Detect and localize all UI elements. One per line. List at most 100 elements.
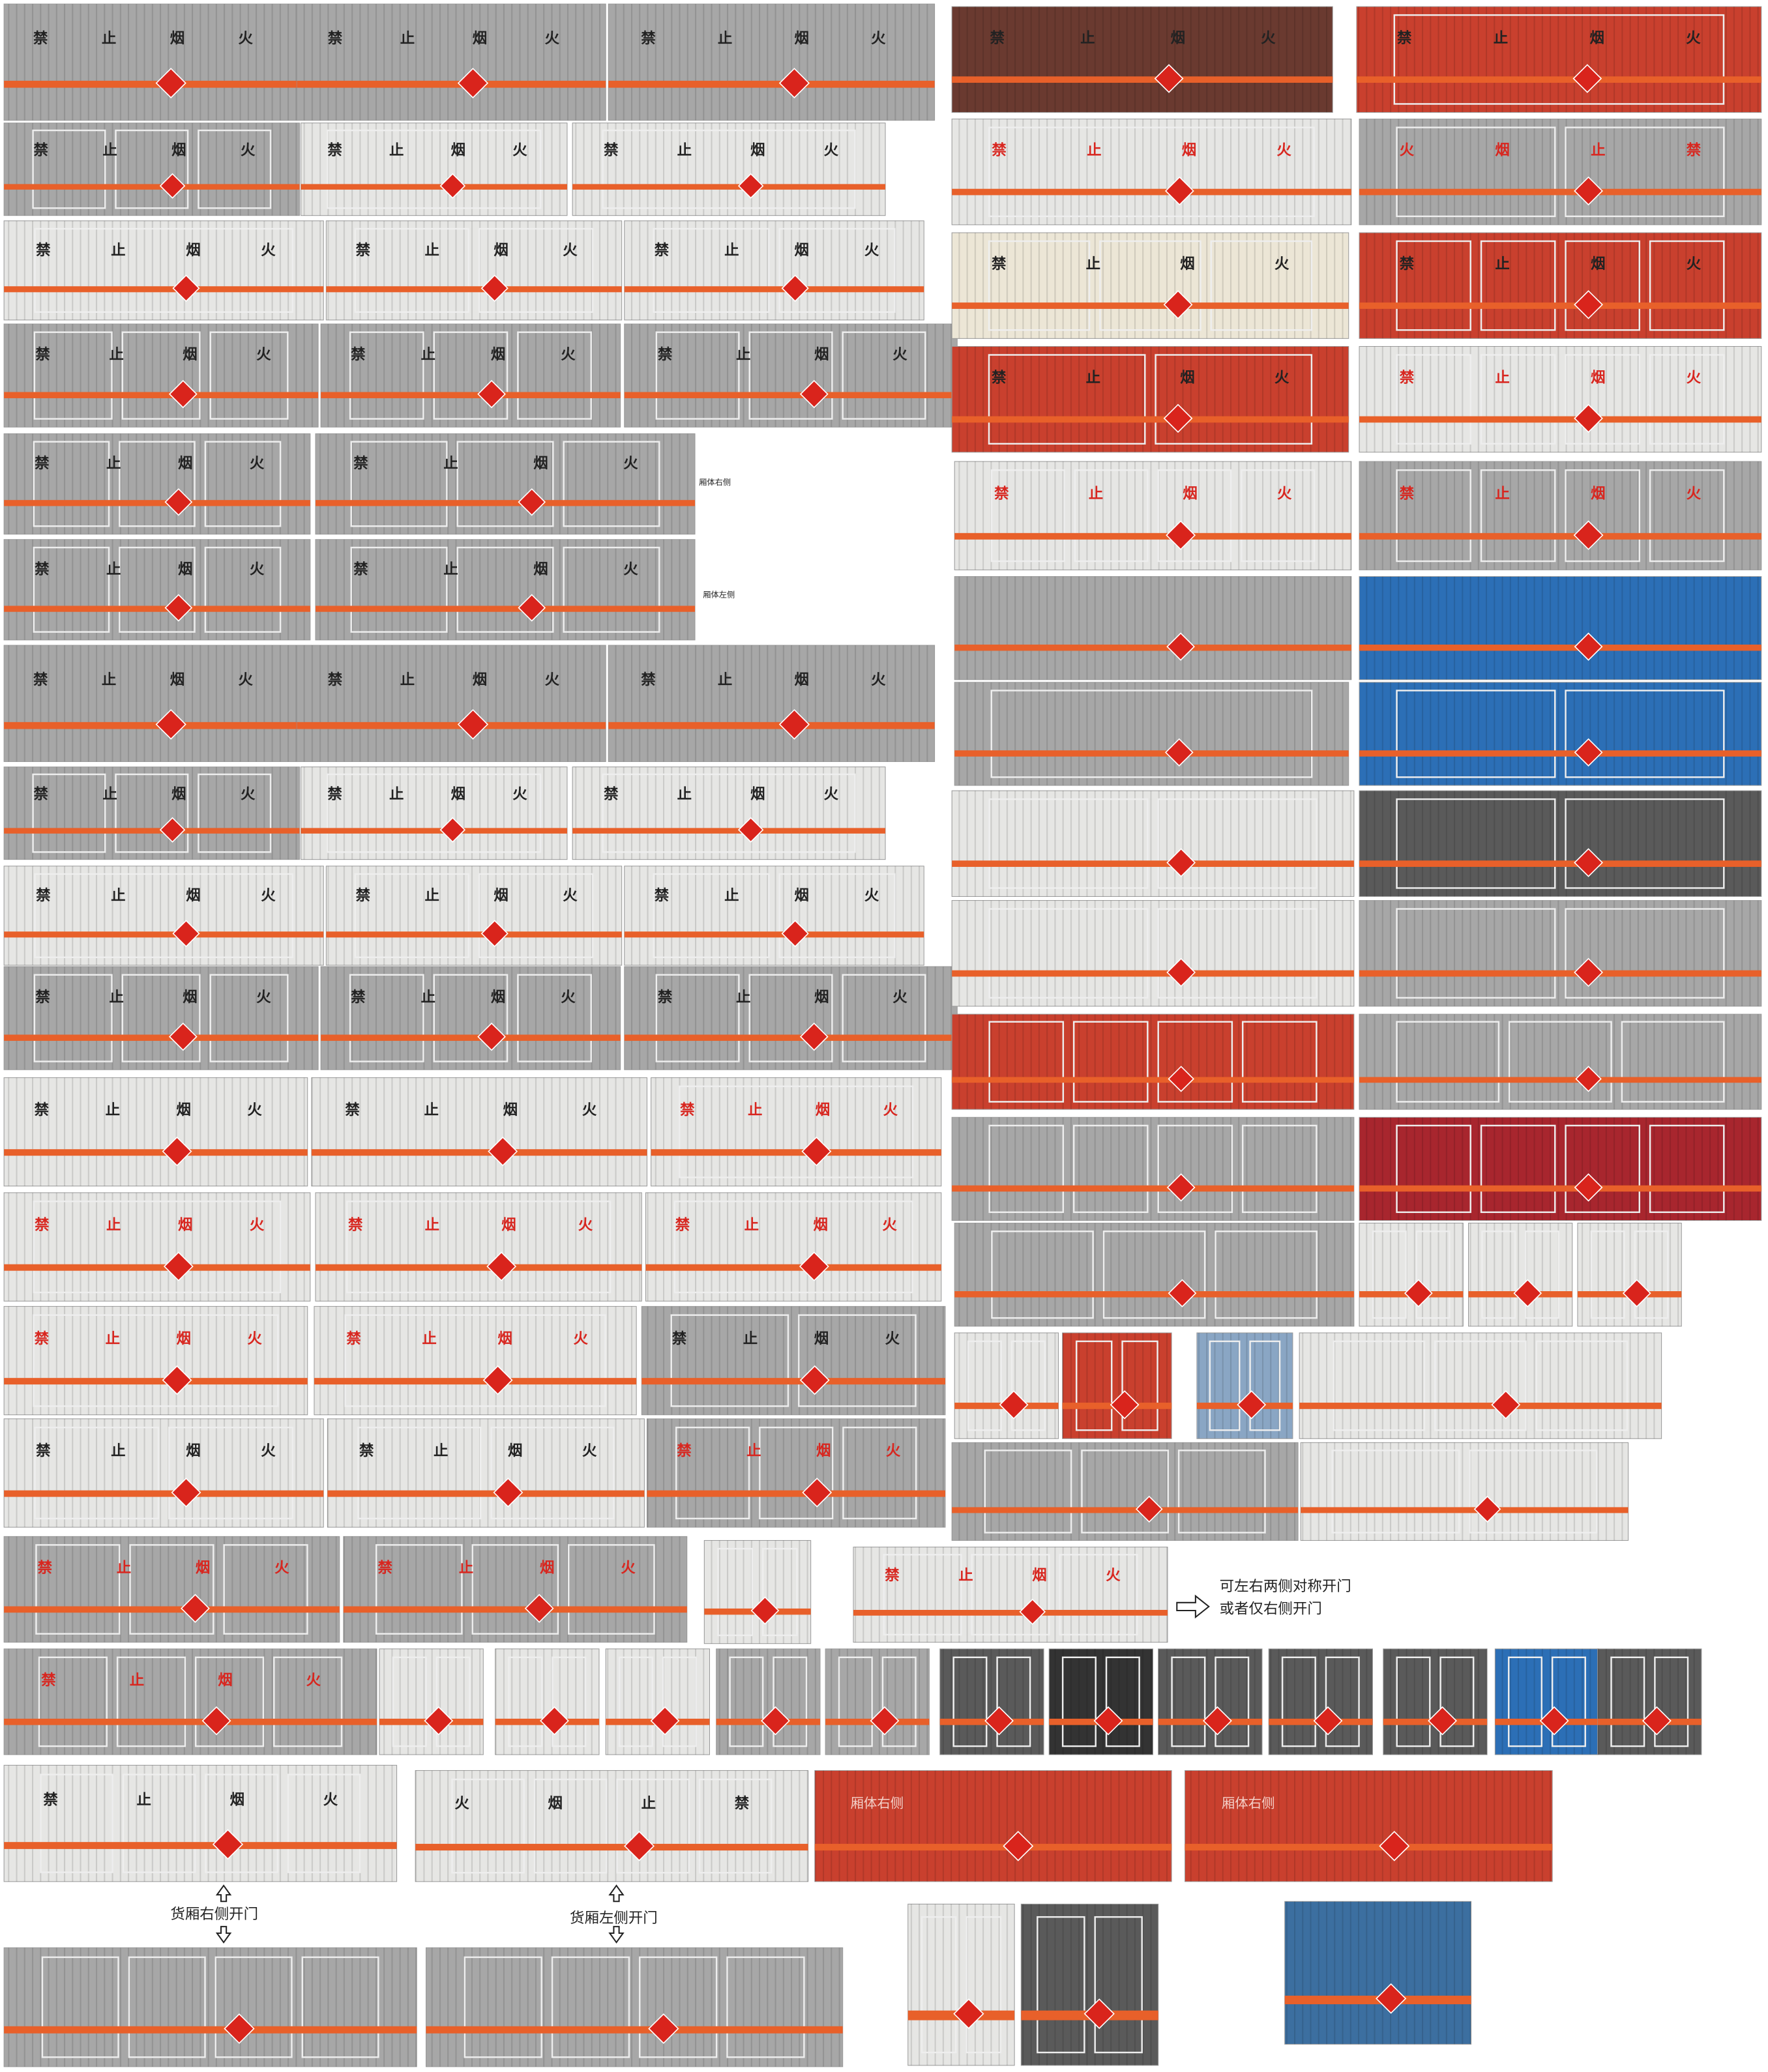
truck-box: [1359, 576, 1762, 680]
door: [1157, 908, 1318, 999]
door: [778, 873, 896, 959]
stripe: [4, 500, 310, 506]
door: [122, 1773, 196, 1873]
ribs: [415, 1770, 808, 1882]
door: [119, 441, 196, 527]
hazard-diamond: [1376, 1983, 1407, 2014]
truck-box: [1299, 1332, 1662, 1439]
door: [357, 1426, 482, 1520]
stripe: [4, 2026, 417, 2034]
door: [1094, 1916, 1143, 2054]
truck-box: 禁止烟火: [954, 461, 1352, 570]
door: [729, 1656, 764, 1747]
truck-box: 禁止烟火: [315, 433, 696, 535]
hazard-diamond: [1574, 632, 1603, 661]
door: [988, 240, 1091, 331]
door: [1081, 1450, 1170, 1534]
door: [748, 331, 833, 420]
stripe: [1301, 1507, 1628, 1513]
door: [990, 469, 1065, 562]
door: [1072, 1124, 1149, 1214]
door: [273, 1656, 343, 1747]
truck-box: [1062, 1332, 1172, 1439]
door: [842, 1426, 917, 1520]
stripe: [326, 931, 622, 938]
door: [1649, 240, 1725, 331]
ribs: [1284, 1901, 1471, 2045]
ribs: [651, 1077, 941, 1186]
stripe: [954, 750, 1349, 757]
door: [1396, 354, 1471, 445]
ribs: [954, 576, 1351, 680]
truck-box: 禁止烟火: [325, 220, 623, 321]
stripe: [343, 1606, 687, 1613]
door: [533, 1778, 608, 1874]
stripe: [853, 1610, 1168, 1616]
truck-box: 禁止烟火: [315, 1192, 642, 1302]
door: [456, 441, 554, 527]
truck-box: [1359, 1014, 1762, 1110]
truck-box: [951, 900, 1355, 1007]
stripe: [952, 970, 1354, 977]
stripe: [952, 416, 1349, 423]
ribs: [297, 645, 606, 762]
door: [33, 974, 113, 1062]
hazard-diamond: [761, 1706, 790, 1736]
door: [1215, 1231, 1318, 1319]
door: [168, 1426, 294, 1520]
ribs: [4, 1306, 308, 1415]
hazard-diamond: [1574, 290, 1603, 319]
stripe: [641, 1378, 945, 1385]
truck-box: [1383, 1648, 1488, 1755]
stripe: [624, 931, 924, 938]
door: [350, 441, 448, 527]
truck-box: 禁止烟火: [3, 123, 300, 216]
door: [456, 546, 554, 633]
hazard-diamond: [1404, 1279, 1433, 1307]
door: [464, 1956, 542, 2058]
door: [349, 331, 424, 420]
door: [1241, 1021, 1318, 1103]
truck-box: [951, 790, 1355, 897]
stripe: [645, 1264, 941, 1271]
door: [778, 227, 896, 313]
hazard-diamond: [1574, 403, 1603, 433]
door: [1565, 126, 1725, 218]
ribs: [327, 1418, 645, 1528]
door: [1177, 1450, 1266, 1534]
stripe: [4, 606, 310, 612]
door: [726, 1956, 805, 2058]
door: [38, 1656, 108, 1747]
stripe: [321, 1034, 621, 1041]
stripe: [4, 1378, 308, 1385]
door: [209, 974, 289, 1062]
ribs: [641, 1306, 945, 1415]
hazard-diamond: [1574, 738, 1603, 767]
truck-box: 禁止烟火: [3, 1764, 398, 1882]
door: [1059, 1554, 1138, 1636]
door: [842, 974, 926, 1062]
stripe: [1359, 860, 1761, 868]
stripe: [1359, 533, 1761, 540]
ribs: [952, 7, 1333, 113]
hazard-diamond: [518, 594, 546, 622]
hazard-diamond: [163, 1251, 194, 1281]
ribs: [814, 1770, 1172, 1882]
door: [1469, 1450, 1598, 1534]
door: [1157, 1124, 1233, 1214]
door: [988, 1021, 1065, 1103]
hazard-diamond: [1003, 1831, 1034, 1861]
ribs: [624, 866, 924, 965]
ribs: [326, 866, 622, 965]
door: [965, 1916, 1002, 2054]
hazard-diamond: [1166, 848, 1196, 877]
door: [129, 1544, 214, 1635]
ribs: [1359, 1117, 1761, 1221]
ribs: [4, 539, 310, 640]
truck-box: [1048, 1648, 1154, 1755]
door: [1396, 1656, 1431, 1747]
truck-box: [954, 576, 1352, 680]
door: [344, 1314, 606, 1407]
ribs: [1359, 682, 1761, 786]
truck-box: [1284, 1901, 1472, 2045]
